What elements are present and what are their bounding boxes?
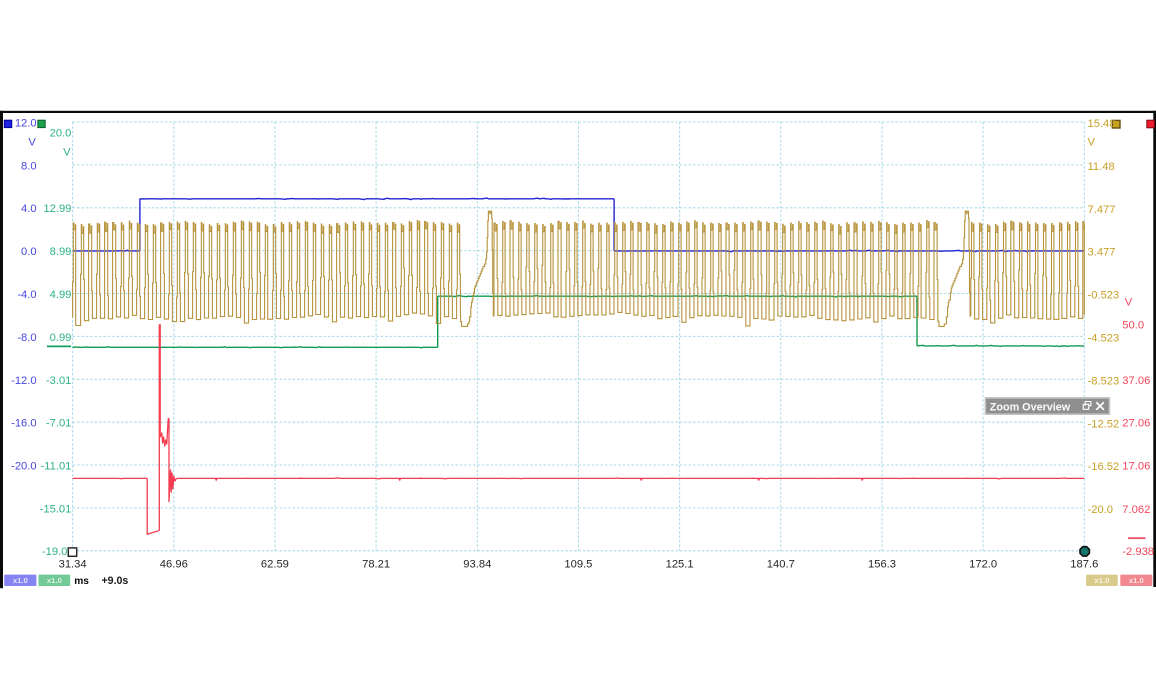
svg-text:11.48: 11.48 [1088, 161, 1115, 173]
svg-text:x1.0: x1.0 [47, 576, 62, 585]
svg-text:-12.52: -12.52 [1088, 418, 1120, 430]
svg-text:4.99: 4.99 [50, 289, 72, 301]
svg-text:125.1: 125.1 [666, 559, 694, 571]
svg-text:93.84: 93.84 [463, 559, 491, 571]
svg-text:-20.0: -20.0 [11, 461, 37, 473]
svg-text:15.48: 15.48 [1088, 118, 1116, 130]
svg-text:x1.0: x1.0 [1094, 576, 1109, 585]
svg-text:172.0: 172.0 [969, 559, 997, 571]
svg-text:12.0: 12.0 [15, 117, 37, 129]
svg-text:17.06: 17.06 [1122, 461, 1150, 473]
svg-text:12.99: 12.99 [43, 203, 71, 215]
svg-text:7.477: 7.477 [1088, 204, 1116, 216]
svg-text:-15.01: -15.01 [40, 504, 72, 516]
svg-text:-16.0: -16.0 [11, 418, 37, 430]
svg-text:8.0: 8.0 [21, 160, 37, 172]
svg-text:-0.523: -0.523 [1088, 290, 1120, 302]
svg-text:27.06: 27.06 [1122, 418, 1150, 430]
svg-text:x1.0: x1.0 [13, 576, 28, 585]
svg-text:46.96: 46.96 [160, 559, 188, 571]
svg-text:62.59: 62.59 [261, 559, 289, 571]
svg-text:V: V [63, 147, 71, 159]
svg-text:-3.01: -3.01 [46, 375, 72, 387]
svg-text:+9.0s: +9.0s [102, 575, 129, 587]
svg-text:-12.0: -12.0 [11, 375, 37, 387]
svg-text:109.5: 109.5 [564, 559, 592, 571]
svg-text:Zoom Overview: Zoom Overview [990, 401, 1071, 413]
svg-text:-4.0: -4.0 [17, 289, 36, 301]
svg-text:4.0: 4.0 [21, 203, 37, 215]
svg-text:x1.0: x1.0 [1129, 576, 1144, 585]
svg-text:20.0: 20.0 [50, 128, 72, 140]
svg-text:0.99: 0.99 [50, 332, 72, 344]
svg-text:-11.01: -11.01 [41, 461, 72, 473]
svg-text:ms: ms [74, 576, 89, 587]
svg-text:37.06: 37.06 [1122, 375, 1150, 387]
svg-text:-16.52: -16.52 [1088, 461, 1120, 473]
svg-text:-8.0: -8.0 [17, 332, 36, 344]
svg-text:31.34: 31.34 [59, 559, 87, 571]
svg-text:-20.0: -20.0 [1088, 504, 1114, 516]
svg-text:8.99: 8.99 [50, 246, 72, 258]
svg-text:3.477: 3.477 [1088, 247, 1116, 259]
svg-text:156.3: 156.3 [868, 559, 896, 571]
svg-text:V: V [28, 137, 36, 149]
svg-text:0.0: 0.0 [21, 246, 37, 258]
svg-text:-7.01: -7.01 [46, 418, 72, 430]
svg-text:50.0: 50.0 [1122, 319, 1144, 331]
svg-text:-4.523: -4.523 [1088, 333, 1120, 345]
svg-text:V: V [1125, 297, 1133, 309]
svg-text:187.6: 187.6 [1070, 559, 1098, 571]
svg-text:140.7: 140.7 [767, 559, 795, 571]
svg-text:-19.0: -19.0 [42, 546, 68, 558]
svg-text:7.062: 7.062 [1122, 504, 1150, 516]
svg-text:78.21: 78.21 [362, 559, 390, 571]
svg-text:V: V [1088, 137, 1096, 149]
svg-text:-8.523: -8.523 [1088, 375, 1120, 387]
svg-text:-2.938: -2.938 [1122, 546, 1154, 558]
